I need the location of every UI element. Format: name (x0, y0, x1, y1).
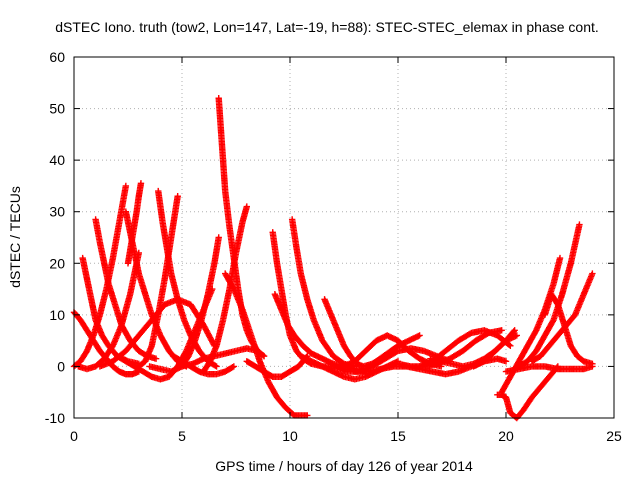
data-point (212, 362, 219, 369)
series-arc2 (70, 182, 130, 370)
data-point (230, 363, 238, 370)
x-axis-label: GPS time / hours of day 126 of year 2014 (215, 458, 473, 474)
series-arc25 (340, 332, 445, 370)
data-point (174, 193, 181, 200)
series-arc10 (135, 193, 181, 370)
data-point (416, 332, 423, 339)
data-point (213, 363, 220, 370)
series-arc7 (124, 180, 145, 267)
data-point (137, 180, 145, 187)
x-tick-label: 25 (606, 428, 622, 444)
data-point (122, 182, 130, 190)
data-point (243, 203, 250, 210)
series-arc35 (528, 270, 596, 365)
y-tick-label: 60 (49, 49, 65, 65)
data-point (498, 327, 505, 334)
series-arc20 (288, 216, 358, 370)
y-tick-label: 20 (49, 255, 65, 271)
chart-title: dSTEC Iono. truth (tow2, Lon=147, Lat=-1… (55, 19, 599, 35)
data-point (576, 221, 583, 228)
y-tick-label: -10 (45, 410, 65, 426)
y-tick-label: 40 (49, 152, 65, 168)
data-series (70, 95, 596, 422)
x-tick-label: 15 (390, 428, 406, 444)
y-axis-label: dSTEC / TECUs (7, 186, 23, 288)
data-point (589, 270, 596, 277)
data-point (152, 355, 160, 362)
x-tick-label: 20 (498, 428, 514, 444)
data-point (502, 358, 510, 365)
data-point (260, 352, 268, 360)
y-tick-label: 10 (49, 307, 65, 323)
series-arc27 (373, 332, 423, 365)
y-tick-label: 30 (49, 204, 65, 220)
series-arc17 (222, 270, 311, 419)
series-arc15 (178, 234, 222, 370)
x-tick-label: 0 (70, 428, 78, 444)
data-point (556, 254, 564, 262)
plot-frame (73, 56, 615, 419)
data-point (513, 332, 520, 339)
axes: 0 5 10 15 20 25 -10 0 10 20 30 40 50 60 (45, 49, 622, 444)
x-tick-label: 5 (178, 428, 186, 444)
series-arc29 (416, 327, 514, 370)
data-point (507, 342, 514, 349)
data-point (229, 363, 236, 371)
series-arc32 (494, 363, 562, 422)
series-arc37 (502, 363, 596, 375)
series-arc34 (515, 221, 583, 370)
y-tick-label: 50 (49, 101, 65, 117)
series-arc36 (541, 291, 596, 368)
y-tick-label: 0 (57, 358, 65, 374)
series-arc31 (470, 332, 520, 370)
data-point (511, 327, 518, 334)
series-arc1 (70, 309, 142, 378)
data-point (215, 234, 222, 241)
series-arc22 (321, 296, 384, 370)
data-point (505, 341, 513, 349)
data-point (589, 363, 596, 370)
x-tick-label: 10 (282, 428, 298, 444)
